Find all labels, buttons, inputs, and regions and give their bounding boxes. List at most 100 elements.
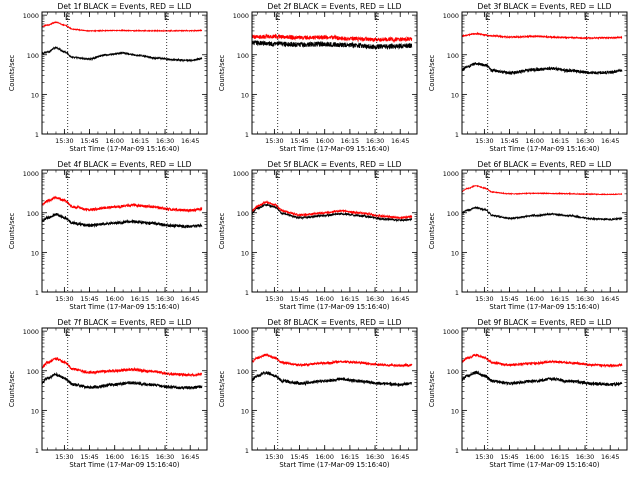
x-axis-label: Start Time (17-Mar-09 15:16:40): [489, 303, 599, 311]
event-marker-label: E: [485, 329, 491, 339]
series-line-events: [41, 212, 203, 229]
y-tick-label: 1000: [443, 328, 459, 336]
series-line-events: [251, 40, 413, 51]
y-tick-label: 10: [451, 407, 459, 415]
y-tick-label: 10: [31, 249, 39, 257]
y-tick-label: 100: [27, 210, 39, 218]
x-tick-label: 16:00: [316, 137, 334, 145]
x-tick-label: 15:45: [80, 453, 98, 461]
event-marker-label: E: [164, 171, 170, 181]
series-line-events: [461, 205, 623, 222]
series-line-events: [41, 371, 203, 391]
x-tick-label: 16:00: [106, 295, 124, 303]
plot-frame: [251, 169, 418, 293]
x-tick-label: 16:30: [366, 137, 384, 145]
y-tick-label: 10: [451, 91, 459, 99]
series-line-lld: [461, 353, 623, 369]
x-tick-label: 16:45: [391, 295, 409, 303]
event-marker-label: E: [374, 329, 380, 339]
x-axis-label: Start Time (17-Mar-09 15:16:40): [69, 461, 179, 469]
x-tick-label: 16:00: [526, 137, 544, 145]
y-axis-label: Counts/sec: [218, 54, 226, 91]
panel-title: Det 9f BLACK = Events, RED = LLD: [478, 318, 612, 327]
x-tick-label: 16:30: [366, 453, 384, 461]
y-tick-label: 10: [31, 407, 39, 415]
x-axis-label: Start Time (17-Mar-09 15:16:40): [69, 145, 179, 153]
panel-title: Det 1f BLACK = Events, RED = LLD: [58, 2, 192, 11]
y-tick-label: 100: [237, 52, 249, 60]
plot-frame: [461, 169, 628, 293]
x-tick-label: 16:15: [131, 453, 149, 461]
y-tick-label: 1: [455, 447, 459, 455]
x-axis-label: Start Time (17-Mar-09 15:16:40): [69, 303, 179, 311]
x-tick-label: 16:30: [156, 137, 174, 145]
y-tick-label: 10: [241, 407, 249, 415]
y-tick-label: 1000: [443, 12, 459, 20]
event-marker-label: E: [275, 13, 281, 23]
x-tick-label: 16:00: [526, 295, 544, 303]
x-tick-label: 16:00: [106, 137, 124, 145]
x-tick-label: 16:15: [341, 137, 359, 145]
x-tick-label: 16:00: [106, 453, 124, 461]
event-marker-label: E: [65, 329, 71, 339]
x-tick-label: 16:30: [156, 453, 174, 461]
event-marker-label: E: [374, 171, 380, 181]
y-axis-label: Counts/sec: [8, 212, 16, 249]
x-tick-label: 16:30: [366, 295, 384, 303]
x-tick-label: 16:45: [601, 453, 619, 461]
plot-frame: [41, 327, 208, 451]
y-tick-label: 1: [245, 131, 249, 139]
event-marker-label: E: [374, 13, 380, 23]
y-axis-label: Counts/sec: [428, 54, 436, 91]
event-marker-label: E: [485, 13, 491, 23]
series-line-lld: [461, 31, 623, 41]
event-marker-label: E: [584, 329, 590, 339]
event-marker-label: E: [65, 13, 71, 23]
y-axis-label: Counts/sec: [428, 212, 436, 249]
x-axis-label: Start Time (17-Mar-09 15:16:40): [279, 461, 389, 469]
panel-det-4: Det 4f BLACK = Events, RED = LLD 1 10 100 10…: [8, 160, 208, 311]
panel-det-1: Det 1f BLACK = Events, RED = LLD 1 10 100 10…: [8, 2, 208, 153]
y-tick-label: 1: [35, 131, 39, 139]
y-tick-label: 10: [241, 91, 249, 99]
x-tick-label: 15:30: [265, 453, 283, 461]
series-line-lld: [251, 200, 413, 220]
y-tick-label: 10: [31, 91, 39, 99]
y-tick-label: 1000: [23, 12, 39, 20]
y-tick-label: 10: [241, 249, 249, 257]
x-tick-label: 16:15: [551, 453, 569, 461]
series-line-lld: [41, 357, 203, 378]
plot-frame: [461, 327, 628, 451]
x-tick-label: 15:30: [265, 137, 283, 145]
x-tick-label: 16:45: [601, 295, 619, 303]
x-tick-label: 15:45: [290, 137, 308, 145]
x-tick-label: 16:15: [341, 295, 359, 303]
x-tick-label: 15:30: [55, 453, 73, 461]
x-axis-label: Start Time (17-Mar-09 15:16:40): [279, 145, 389, 153]
x-tick-label: 16:00: [316, 453, 334, 461]
x-tick-label: 16:15: [131, 295, 149, 303]
y-tick-label: 100: [447, 368, 459, 376]
x-tick-label: 16:15: [341, 453, 359, 461]
event-marker-label: E: [164, 13, 170, 23]
x-tick-label: 15:30: [475, 295, 493, 303]
panel-det-7: Det 7f BLACK = Events, RED = LLD 1 10 100 10…: [8, 318, 208, 469]
event-marker-label: E: [584, 13, 590, 23]
x-tick-label: 16:45: [601, 137, 619, 145]
y-axis-label: Counts/sec: [428, 370, 436, 407]
x-tick-label: 15:45: [290, 453, 308, 461]
series-line-events: [41, 45, 203, 63]
y-tick-label: 100: [447, 210, 459, 218]
plot-frame: [41, 11, 208, 135]
y-tick-label: 1000: [23, 170, 39, 178]
plot-frame: [461, 11, 628, 135]
y-tick-label: 1: [35, 447, 39, 455]
event-marker-label: E: [584, 171, 590, 181]
series-line-events: [461, 62, 623, 76]
y-tick-label: 100: [237, 210, 249, 218]
y-axis-label: Counts/sec: [218, 212, 226, 249]
plot-frame: [41, 169, 208, 293]
panel-det-8: Det 8f BLACK = Events, RED = LLD 1 10 100 10…: [218, 318, 418, 469]
series-line-lld: [461, 184, 623, 196]
x-tick-label: 15:45: [290, 295, 308, 303]
